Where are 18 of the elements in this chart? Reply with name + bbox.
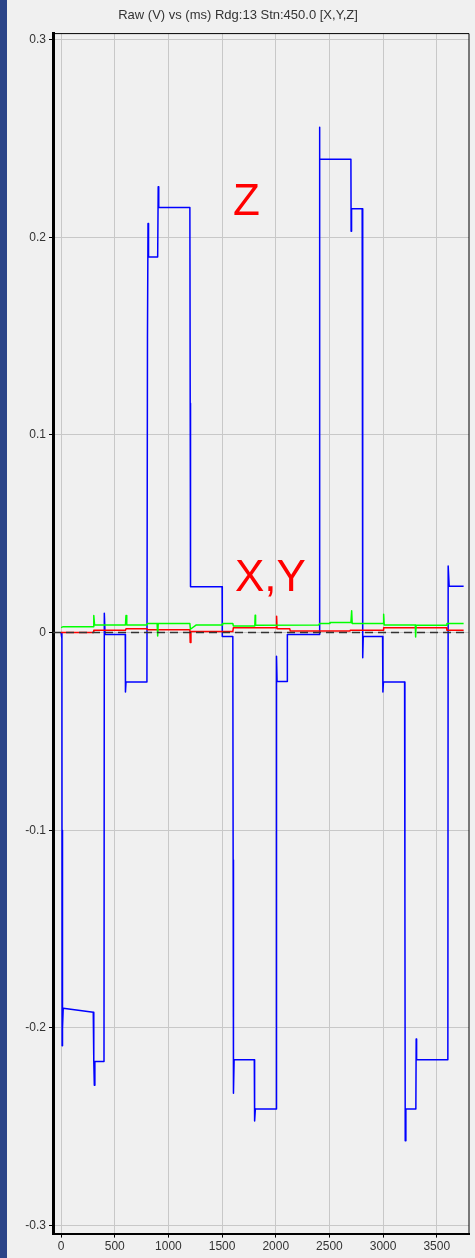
y-tick-label: 0.1 (29, 427, 47, 442)
x-tick-label: 2000 (262, 1239, 290, 1254)
x-tick-label: 1500 (208, 1239, 236, 1254)
x-tick-label: 3000 (369, 1239, 397, 1254)
x-tick-label: 1000 (155, 1239, 183, 1254)
y-tick-label: -0.3 (25, 1218, 47, 1232)
y-tick-label: -0.2 (25, 1020, 47, 1035)
x-tick-label: 2500 (316, 1239, 344, 1254)
y-tick-label: 0.2 (29, 229, 47, 244)
annotation: Z (233, 175, 260, 224)
x-tick-label: 3500 (423, 1239, 451, 1254)
chart-title: Raw (V) vs (ms) Rdg:13 Stn:450.0 [X,Y,Z] (118, 7, 358, 23)
y-tick-label: -0.1 (25, 822, 47, 837)
x-tick-label: 0 (57, 1239, 65, 1254)
x-tick-label: 500 (104, 1239, 126, 1254)
y-tick-label: 0 (39, 624, 47, 639)
annotation: X,Y (235, 551, 306, 600)
y-tick-label: 0.3 (29, 31, 47, 46)
